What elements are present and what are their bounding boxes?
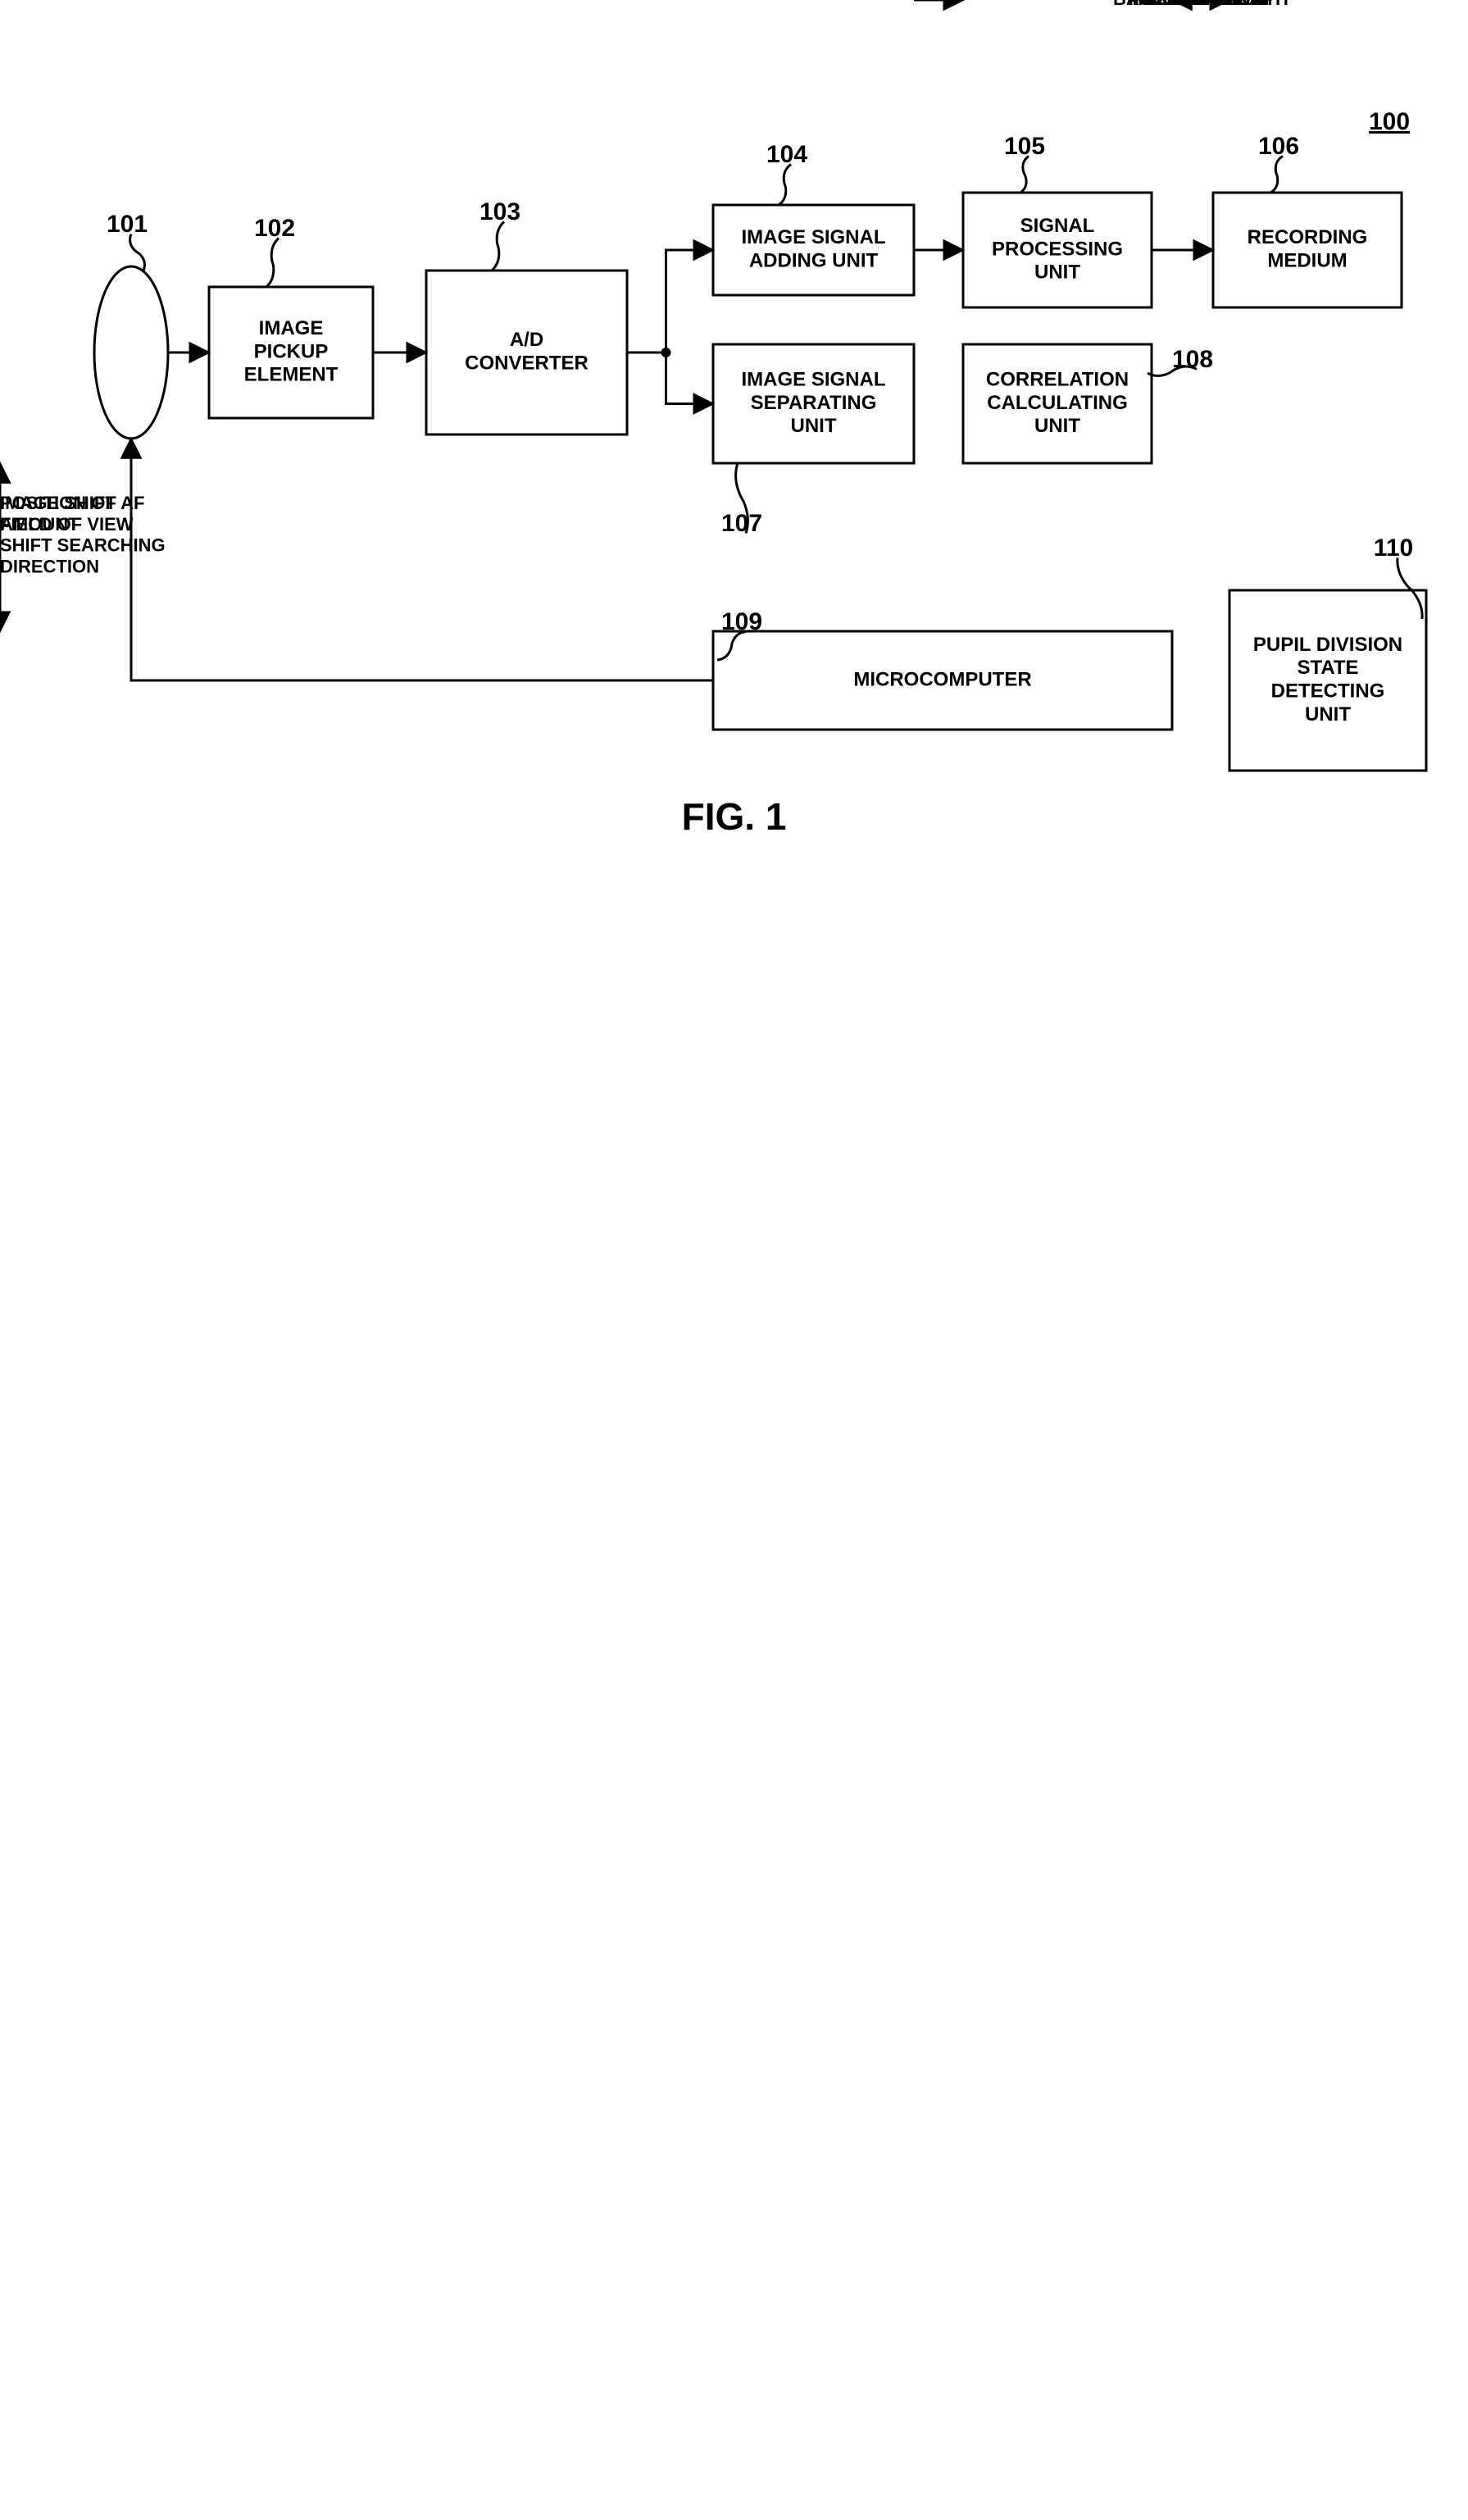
adc-block: A/DCONVERTER [426, 271, 627, 434]
svg-text:CORRELATION: CORRELATION [986, 369, 1129, 391]
svg-text:CONVERTER: CONVERTER [465, 353, 589, 375]
edge-junction-add [666, 250, 714, 353]
svg-text:SHIFT SEARCHING: SHIFT SEARCHING [0, 535, 166, 556]
svg-text:ELEMENT: ELEMENT [244, 364, 339, 386]
svg-text:DETECTING: DETECTING [1271, 680, 1385, 703]
ref-100: 100 [1369, 108, 1410, 135]
svg-text:RECORDING: RECORDING [1248, 226, 1368, 248]
ref-103: 103 [479, 198, 520, 225]
svg-text:PUPIL DIVISION: PUPIL DIVISION [1253, 634, 1402, 656]
svg-text:PROCESSING: PROCESSING [992, 238, 1123, 260]
pupil-block: PUPIL DIVISIONSTATEDETECTINGUNIT [1229, 590, 1426, 771]
svg-text:IMAGE SIGNAL: IMAGE SIGNAL [741, 369, 885, 391]
svg-text:DIRECTION: DIRECTION [0, 557, 99, 577]
ref-102: 102 [254, 215, 295, 242]
svg-text:UNIT: UNIT [1034, 415, 1080, 437]
svg-text:UNIT: UNIT [791, 415, 837, 437]
pickup-block: IMAGEPICKUPELEMENT [209, 287, 373, 418]
svg-text:IMAGE: IMAGE [259, 317, 324, 339]
svg-text:UNIT: UNIT [1305, 703, 1351, 726]
ref-105: 105 [1004, 133, 1045, 160]
figure-caption: FIG. 1 [682, 795, 787, 838]
ref-106: 106 [1258, 133, 1299, 160]
edge-junction-sep [666, 353, 714, 404]
svg-text:SEPARATING: SEPARATING [751, 392, 877, 414]
svg-text:MICROCOMPUTER: MICROCOMPUTER [853, 668, 1031, 690]
svg-text:UNIT: UNIT [1034, 262, 1080, 284]
ref-101: 101 [107, 211, 148, 238]
svg-text:AMOUNT: AMOUNT [0, 514, 80, 534]
ref-110: 110 [1374, 534, 1413, 562]
svg-text:MEDIUM: MEDIUM [1267, 250, 1347, 272]
svg-text:PICKUP: PICKUP [254, 340, 329, 362]
svg-text:ADDING UNIT: ADDING UNIT [749, 250, 879, 272]
rec-block: RECORDINGMEDIUM [1213, 193, 1402, 307]
lens-block [94, 266, 168, 439]
corr-block: CORRELATIONCALCULATINGUNIT [963, 344, 1152, 463]
ref-104: 104 [766, 141, 807, 168]
svg-text:IMAGE SHIFT: IMAGE SHIFT [0, 493, 116, 513]
svg-text:STATE: STATE [1297, 657, 1358, 679]
sig-block: SIGNALPROCESSINGUNIT [963, 193, 1152, 307]
mcu-block: MICROCOMPUTER [713, 631, 1172, 730]
svg-text:IMAGE SIGNAL: IMAGE SIGNAL [741, 226, 885, 248]
svg-text:CALCULATING: CALCULATING [987, 392, 1128, 414]
svg-text:A/D: A/D [510, 329, 543, 351]
ref-107: 107 [721, 510, 762, 537]
svg-text:INFORMATION: INFORMATION [1138, 0, 1264, 9]
edge-mcu-lens [131, 439, 713, 680]
add-block: IMAGE SIGNALADDING UNIT [713, 205, 914, 295]
svg-text:SIGNAL: SIGNAL [1020, 215, 1095, 237]
sep-block: IMAGE SIGNALSEPARATINGUNIT [713, 344, 914, 463]
